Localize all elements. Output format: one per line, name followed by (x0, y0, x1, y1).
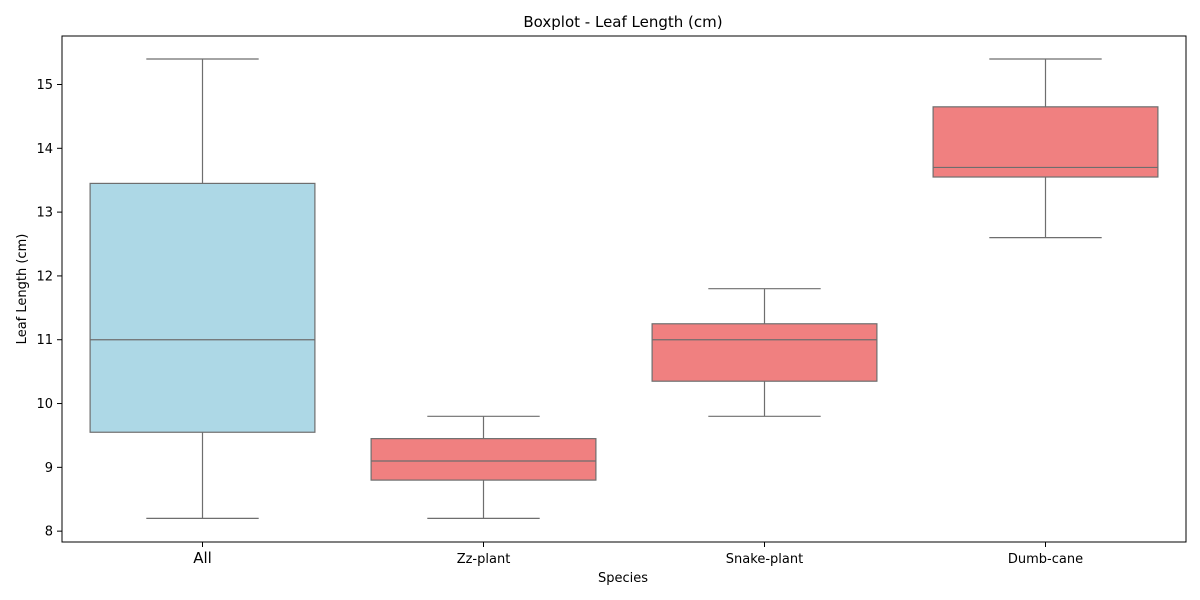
box-group-all (89, 58, 316, 519)
y-axis-title: Leaf Length (cm) (15, 234, 30, 345)
box-group-snake-plant (651, 288, 878, 417)
box-iqr (89, 182, 316, 433)
y-tick-label: 15 (36, 78, 53, 93)
x-tick-label: Dumb-cane (1008, 552, 1083, 567)
y-tick-label: 9 (45, 461, 53, 476)
x-tick-label: All (193, 549, 212, 567)
box-iqr (370, 438, 597, 481)
x-tick-label: Zz-plant (457, 552, 511, 567)
y-tick-label: 13 (36, 206, 53, 221)
x-axis-title: Species (598, 571, 648, 586)
box-iqr (651, 323, 878, 382)
plot-frame (61, 35, 1187, 543)
y-tick-label: 10 (36, 397, 53, 412)
box-iqr (932, 106, 1159, 178)
x-axis: All Zz-plant Snake-plant Dumb-cane (193, 542, 1083, 567)
boxes-layer (89, 58, 1159, 519)
box-group-dumb-cane (932, 58, 1159, 239)
y-tick-label: 11 (36, 333, 53, 348)
box-group-zz-plant (370, 415, 597, 519)
x-tick-label: Snake-plant (726, 552, 803, 567)
y-tick-label: 12 (36, 269, 53, 284)
chart-title: Boxplot - Leaf Length (cm) (523, 13, 722, 31)
y-axis: 8 9 10 11 12 13 14 15 (36, 78, 62, 540)
y-tick-label: 8 (45, 525, 53, 540)
y-tick-label: 14 (36, 142, 53, 157)
